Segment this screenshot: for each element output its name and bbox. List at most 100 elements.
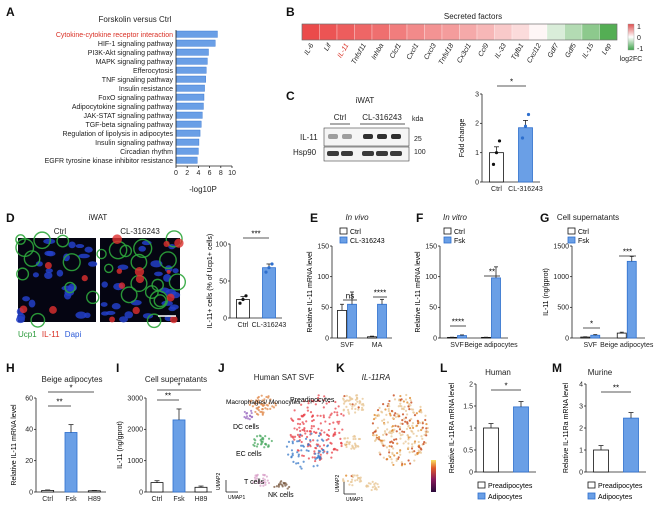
cell-dc-0: [245, 415, 249, 418]
cell-0-77: [415, 412, 418, 415]
bar-0: [150, 482, 164, 493]
cell-0-244: [393, 428, 396, 431]
cell-preadipocytes-44: [314, 459, 317, 463]
cell-0-57: [407, 405, 410, 408]
nucleus-8: [43, 238, 56, 245]
cell-0-134: [425, 427, 428, 430]
bar-12: [175, 138, 200, 146]
cell-3-21: [350, 478, 354, 481]
cell-0-44: [374, 416, 377, 420]
cell-0-92: [410, 401, 413, 404]
cell-nk-cells-15: [284, 484, 287, 487]
cell-0-56: [402, 400, 405, 403]
cell-preadipocytes-sub-58: [297, 462, 300, 465]
cell-macrophages-49: [259, 410, 262, 413]
legend-label-adi: Adipocytes: [598, 494, 633, 501]
il11-9: [118, 282, 126, 289]
cell-0-41: [413, 450, 416, 453]
cell-preadipocytes-19: [330, 451, 334, 454]
bar-label-14: EGFR tyrosine kinase inhibitor resistanc…: [45, 158, 173, 165]
cell-macrophages-44: [251, 405, 254, 408]
cell-4-15: [375, 488, 378, 491]
sig-beige-label: ***: [623, 248, 632, 257]
nucleus-25: [111, 302, 121, 310]
sig-label: ***: [251, 230, 260, 239]
cell-preadipocytes-sub-15: [300, 467, 303, 470]
cell-preadipocytes-sub-13: [302, 445, 305, 448]
panel-a: A Forskolin versus Ctrl Cytokine-cytokin…: [6, 5, 236, 194]
panel-h-subtitle: Beige adipocytes: [42, 375, 103, 384]
cell-dc-10: [246, 417, 250, 420]
cell-preadipocytes-sub-57: [291, 442, 294, 445]
cell-3-16: [342, 478, 345, 481]
cell-2-10: [348, 441, 352, 444]
cell-preadipocytes-sub-29: [291, 452, 294, 455]
cell-macrophages-32: [261, 403, 264, 406]
cell-ec-15: [264, 435, 267, 438]
cell-preadipocytes-133: [312, 439, 315, 442]
cell-0-178: [384, 408, 387, 411]
y-tick-label-3: 60: [25, 395, 33, 402]
cluster-label-macrophages: Macrophages/ Monocytes: [226, 399, 301, 406]
cell-17: [599, 23, 618, 41]
cell-0-155: [377, 436, 381, 439]
cell-preadipocytes-122: [302, 422, 305, 425]
cell-3-17: [342, 479, 345, 482]
cell-0-49: [402, 442, 405, 445]
bar-0: [483, 427, 499, 473]
y-axis-label: Relative IL-11 mRNA level: [415, 251, 422, 333]
cell-preadipocytes-140: [297, 418, 300, 421]
cell-5: [389, 23, 408, 41]
cell-0-132: [417, 449, 420, 452]
cell-0-142: [376, 409, 380, 412]
cell-preadipocytes-144: [303, 413, 306, 416]
band-il11-1: [342, 134, 352, 139]
y-axis-label: IL-11+ cells (% of Ucp1+ cells): [207, 234, 214, 328]
cell-0-254: [401, 413, 405, 416]
cell-1-19: [351, 403, 354, 406]
cell-0-171: [389, 441, 392, 444]
cell-macrophages-40: [267, 396, 270, 399]
ucp1-14: [144, 285, 159, 300]
cell-1-11: [350, 407, 354, 410]
bar-label-11: Regulation of lipolysis in adipocytes: [62, 131, 173, 138]
bar-label-12: Insulin signaling pathway: [95, 140, 173, 147]
cell-0-198: [371, 422, 375, 425]
cell-0-219: [411, 443, 414, 446]
cell-macrophages-38: [253, 401, 257, 405]
cell-0-96: [400, 464, 404, 467]
cell-nk-cells-10: [277, 485, 280, 488]
cell-0-63: [406, 422, 409, 425]
cell-0-28: [398, 432, 401, 435]
cell-0-236: [415, 424, 419, 427]
cell-0-221: [406, 413, 409, 416]
bar-10: [175, 120, 202, 128]
cell-preadipocytes-43: [307, 400, 310, 403]
cell-2-16: [354, 437, 357, 441]
cell-0-107: [404, 409, 408, 412]
bar-1: [175, 39, 216, 47]
legend-label: log2FC: [620, 56, 643, 63]
cell-1-28: [346, 408, 350, 412]
cell-preadipocytes-sub-44: [304, 437, 308, 440]
cell-0-12: [411, 426, 415, 429]
bar-8: [175, 102, 204, 110]
il11-11: [109, 316, 116, 323]
umap-il11ra-expression: [342, 393, 429, 492]
il11-0: [44, 262, 52, 269]
cell-0-120: [395, 438, 398, 441]
stain-dapi: Dapi: [65, 330, 82, 339]
band-il11-4: [391, 134, 401, 139]
panel-b: B Secreted factors IL-6 Lif IL-11 Tnfsf11 In…: [286, 5, 643, 66]
cell-0-250: [399, 453, 402, 456]
sig-beige-label: **: [489, 268, 495, 277]
cluster-label-t: T cells: [244, 479, 265, 486]
y-tick-label-3: 3: [579, 403, 583, 410]
cell-2-28: [351, 444, 354, 447]
bar-1: [518, 127, 533, 183]
cell-preadipocytes-156: [306, 430, 309, 433]
cell-macrophages-47: [261, 407, 264, 411]
cell-0-167: [382, 433, 385, 437]
cell-0-150: [404, 416, 408, 419]
cell-0-253: [417, 429, 420, 432]
